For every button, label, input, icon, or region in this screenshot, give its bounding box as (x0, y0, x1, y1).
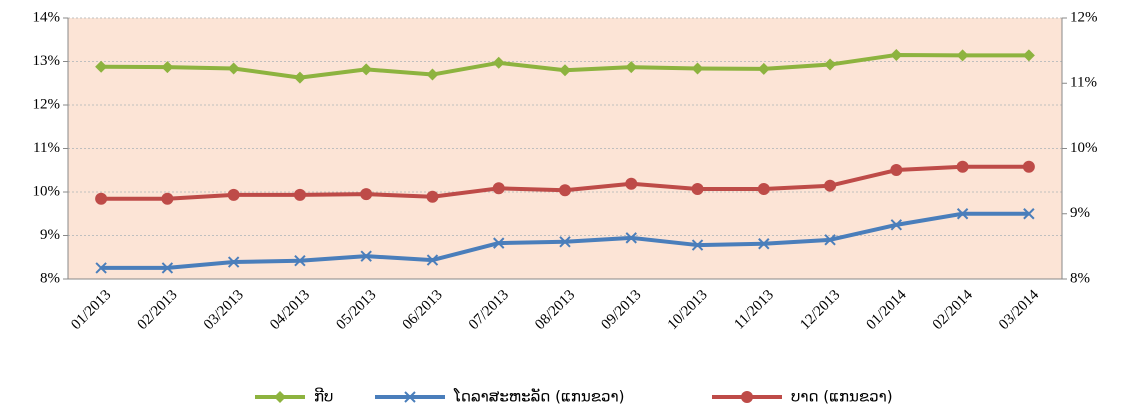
marker (758, 238, 770, 250)
y2-tick-label: 9% (1070, 205, 1090, 221)
marker (691, 182, 704, 195)
marker (492, 56, 505, 69)
x-tick-label: 02/2014 (930, 287, 976, 333)
marker (294, 255, 306, 267)
y-tick-label: 11% (33, 140, 60, 156)
marker (227, 62, 240, 75)
x-tick-label: 02/2013 (135, 287, 181, 333)
marker (625, 61, 638, 74)
y2-tick-label: 12% (1070, 9, 1098, 25)
marker (95, 60, 108, 73)
x-tick-label: 08/2013 (532, 287, 578, 333)
marker (559, 64, 571, 77)
marker (493, 237, 505, 249)
y2-tick-label: 8% (1070, 270, 1090, 286)
marker (625, 177, 638, 190)
marker (227, 188, 240, 201)
marker (360, 63, 373, 76)
x-tick-label: 01/2013 (68, 287, 114, 333)
x-tick-label: 07/2013 (466, 287, 512, 333)
marker (824, 179, 837, 192)
marker (890, 219, 903, 231)
marker (293, 71, 306, 84)
marker (1022, 160, 1035, 173)
marker (757, 62, 770, 75)
marker (956, 49, 969, 62)
marker (227, 256, 240, 268)
marker (426, 68, 439, 81)
y-tick-label: 13% (33, 53, 61, 69)
x-tick-label: 01/2014 (864, 287, 910, 333)
marker (890, 164, 903, 177)
x-tick-label: 06/2013 (400, 287, 446, 333)
y2-tick-label: 10% (1070, 140, 1098, 156)
marker (824, 234, 836, 246)
marker (691, 62, 704, 75)
y-tick-label: 14% (33, 9, 61, 25)
x-tick-label: 12/2013 (797, 287, 843, 333)
x-tick-label: 05/2013 (333, 287, 379, 333)
marker (956, 208, 969, 220)
marker (1022, 49, 1035, 62)
legend-label: ກີບ (314, 386, 333, 405)
marker (293, 188, 306, 201)
marker (956, 160, 969, 173)
marker (691, 239, 704, 251)
x-tick-label: 09/2013 (598, 287, 644, 333)
marker (492, 182, 505, 195)
marker (161, 192, 174, 205)
x-tick-label: 03/2014 (996, 287, 1042, 333)
marker (757, 182, 770, 195)
y-tick-label: 9% (40, 227, 60, 243)
y2-tick-label: 11% (1070, 75, 1097, 91)
marker (95, 192, 108, 205)
marker (360, 188, 373, 201)
legend-label: ບາດ (ແກນຂວາ) (791, 388, 893, 406)
marker (625, 232, 637, 244)
marker (824, 58, 837, 71)
x-tick-label: 03/2013 (201, 287, 247, 333)
marker (274, 391, 286, 403)
y-tick-label: 10% (33, 183, 61, 199)
marker (161, 262, 174, 274)
marker (360, 250, 372, 262)
y-tick-label: 12% (33, 96, 61, 112)
legend: ກີບ ໂດລາສະຫະລັດ (ແກນຂວາ) ບາດ (ແກນຂວາ) (255, 386, 893, 406)
marker (426, 190, 439, 203)
marker (95, 262, 107, 274)
marker (1023, 208, 1035, 220)
marker (559, 184, 571, 197)
marker (559, 236, 571, 248)
x-tick-label: 11/2013 (731, 287, 777, 333)
y-tick-label: 8% (40, 270, 60, 286)
marker (426, 254, 439, 266)
legend-label: ໂດລາສະຫະລັດ (ແກນຂວາ) (453, 386, 624, 405)
x-tick-label: 10/2013 (665, 287, 711, 333)
marker (404, 391, 416, 403)
marker (890, 48, 903, 61)
marker (741, 391, 753, 403)
marker (161, 61, 174, 74)
x-tick-label: 04/2013 (267, 287, 313, 333)
